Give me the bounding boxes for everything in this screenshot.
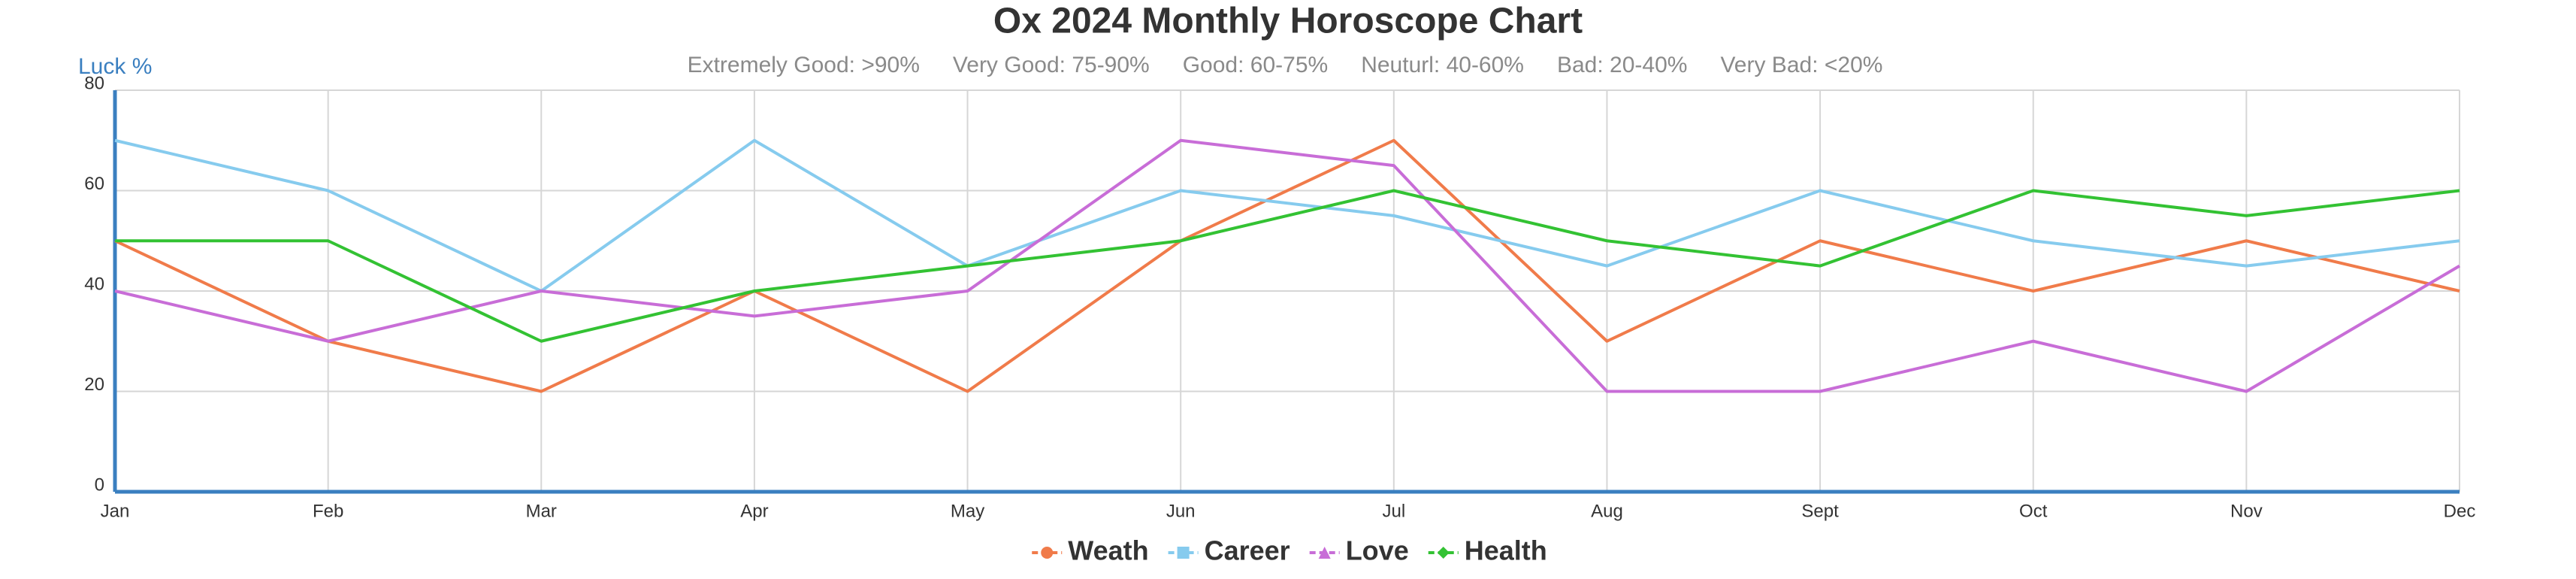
legend-marker	[1318, 547, 1331, 559]
x-tick-label: May	[951, 501, 984, 521]
x-tick-label: Sept	[1801, 501, 1839, 521]
x-tick-label: Feb	[313, 501, 343, 521]
legend-label: Career	[1205, 535, 1290, 566]
y-tick-label: 20	[84, 374, 104, 395]
y-tick-label: 80	[84, 73, 104, 93]
legend-marker	[1437, 547, 1450, 559]
series-line	[115, 189, 2460, 343]
y-tick-label: 0	[95, 474, 104, 495]
legend: Weath Career Love Health	[1032, 535, 1547, 566]
x-tick-label: Aug	[1591, 501, 1623, 521]
x-tick-label: Oct	[2019, 501, 2048, 521]
subtitle: Extremely Good: >90% Very Good: 75-90% Goo…	[688, 53, 1883, 77]
subtitle-item: Very Good: 75-90%	[953, 53, 1150, 77]
x-tick-label: Jan	[101, 501, 130, 521]
x-tick-label: Mar	[526, 501, 557, 521]
y-tick-label: 60	[84, 174, 104, 194]
chart-title: Ox 2024 Monthly Horoscope Chart	[993, 2, 1583, 41]
subtitle-item: Bad: 20-40%	[1557, 53, 1687, 77]
subtitle-item: Very Bad: <20%	[1720, 53, 1882, 77]
y-axis-title: Luck %	[78, 54, 152, 79]
legend-label: Love	[1346, 535, 1409, 566]
legend-marker	[1041, 547, 1054, 559]
x-tick-label: Dec	[2444, 501, 2476, 521]
legend-label: Health	[1465, 535, 1547, 566]
x-tick-label: Jun	[1166, 501, 1196, 521]
x-tick-label: Apr	[740, 501, 768, 521]
series-line	[114, 138, 2460, 293]
series-line	[114, 138, 2460, 393]
x-tick-label: Jul	[1382, 501, 1405, 521]
subtitle-item: Good: 60-75%	[1183, 53, 1328, 77]
series-line	[114, 138, 2461, 393]
subtitle-item: Extremely Good: >90%	[688, 53, 920, 77]
y-tick-label: 40	[84, 274, 104, 294]
legend-marker	[1177, 547, 1190, 559]
subtitle-item: Neuturl: 40-60%	[1361, 53, 1524, 77]
legend-label: Weath	[1068, 535, 1148, 566]
x-tick-label: Nov	[2230, 501, 2263, 521]
